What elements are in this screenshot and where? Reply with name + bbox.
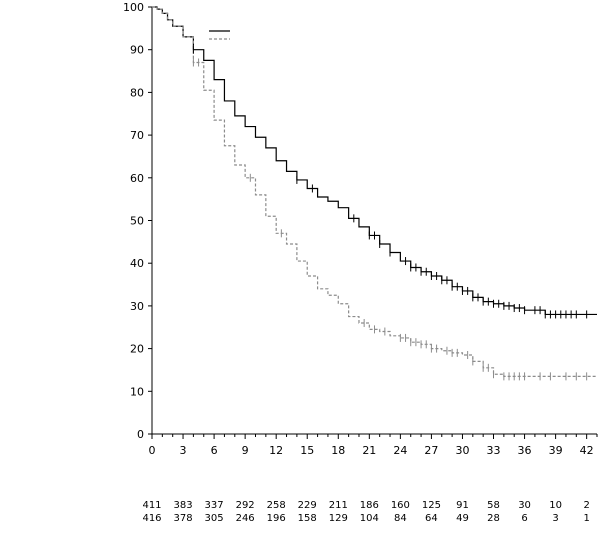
x-tick-label: 9 [242,444,249,457]
curve-series-2 [152,6,597,377]
y-tick-label: 10 [130,385,144,398]
at-risk-value: 64 [425,513,438,524]
at-risk-value: 125 [422,500,441,511]
at-risk-value: 10 [549,500,562,511]
x-tick-label: 42 [580,444,594,457]
at-risk-value: 292 [236,500,255,511]
at-risk-value: 104 [360,513,379,524]
x-tick-label: 27 [424,444,438,457]
at-risk-value: 160 [391,500,410,511]
at-risk-value: 91 [456,500,469,511]
at-risk-value: 2 [583,500,589,511]
at-risk-value: 28 [487,513,500,524]
y-tick-label: 70 [130,129,144,142]
curve-series-1 [152,6,597,316]
at-risk-table: 411 383 337 292 258 229 211 186 160 125 91 58 30 10 24… [142,500,589,524]
x-tick-label: 33 [487,444,501,457]
at-risk-value: 58 [487,500,500,511]
at-risk-value: 337 [205,500,224,511]
at-risk-value: 129 [329,513,348,524]
x-tick-label: 18 [331,444,345,457]
x-tick-label: 12 [269,444,283,457]
at-risk-value: 258 [267,500,286,511]
x-tick-label: 36 [518,444,532,457]
y-tick-label: 50 [130,215,144,228]
at-risk-value: 383 [173,500,192,511]
y-tick-label: 60 [130,172,144,185]
y-tick-label: 0 [137,428,144,441]
at-risk-value: 84 [394,513,407,524]
at-risk-value: 229 [298,500,317,511]
at-risk-value: 30 [518,500,531,511]
at-risk-value: 411 [142,500,161,511]
x-tick-label: 39 [549,444,563,457]
x-tick-label: 30 [455,444,469,457]
y-tick-label: 80 [130,86,144,99]
at-risk-value: 1 [583,513,589,524]
x-tick-label: 15 [300,444,314,457]
at-risk-value: 211 [329,500,348,511]
survival-curves [152,6,597,381]
at-risk-value: 416 [142,513,161,524]
at-risk-value: 305 [205,513,224,524]
y-tick-label: 100 [123,1,144,14]
at-risk-value: 186 [360,500,379,511]
at-risk-value: 6 [521,513,527,524]
at-risk-value: 378 [173,513,192,524]
at-risk-value: 3 [552,513,558,524]
at-risk-value: 196 [267,513,286,524]
at-risk-value: 158 [298,513,317,524]
x-tick-label: 24 [393,444,407,457]
y-tick-label: 90 [130,44,144,57]
x-tick-label: 0 [149,444,156,457]
y-tick-label: 40 [130,257,144,270]
at-risk-value: 49 [456,513,469,524]
x-tick-label: 3 [180,444,187,457]
x-tick-label: 21 [362,444,376,457]
legend [209,30,230,40]
x-tick-label: 6 [211,444,218,457]
at-risk-value: 246 [236,513,255,524]
y-tick-label: 30 [130,300,144,313]
y-tick-label: 20 [130,343,144,356]
